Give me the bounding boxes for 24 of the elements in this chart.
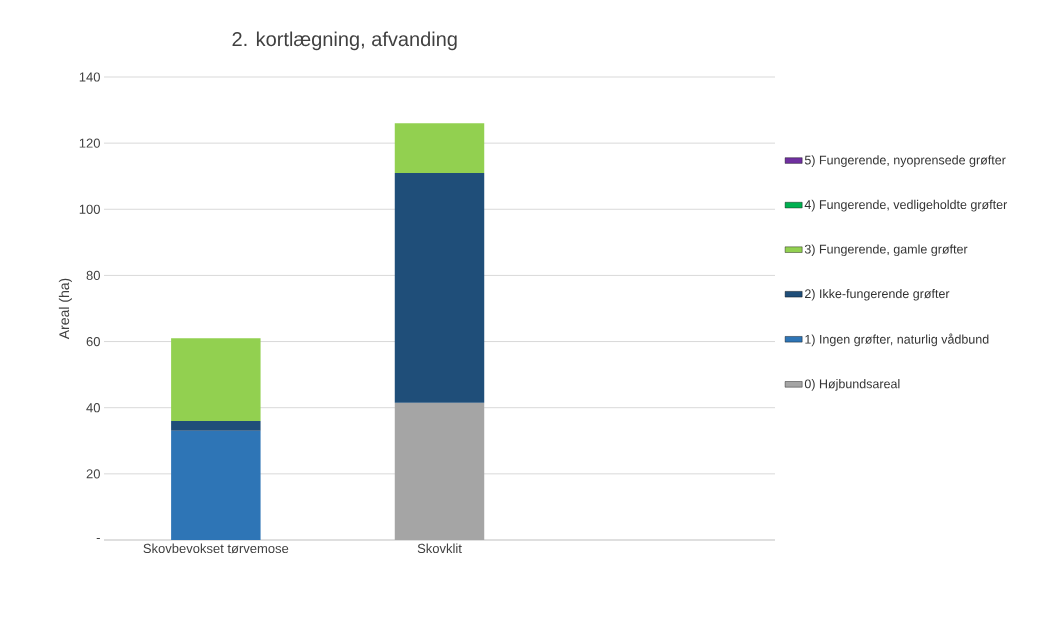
y-tick-label: 20 [86, 469, 100, 479]
x-tick-label: Skovbevokset tørvemose [143, 543, 289, 554]
bar [394, 402, 485, 540]
y-tick-label: - [96, 538, 100, 540]
bar [171, 430, 261, 540]
chart-title: 2. kortlægning, afvanding [232, 31, 457, 51]
legend-label: 0) Højbundsareal [804, 379, 900, 391]
bar [394, 123, 485, 173]
y-tick-label: 120 [79, 138, 100, 148]
y-tick-label: 100 [79, 204, 100, 214]
bar [394, 172, 485, 403]
legend-label: 1) Ingen grøfter, naturlig vådbund [805, 333, 989, 347]
legend-label: 2) Ikke-fungerende grøfter [805, 288, 950, 301]
y-tick-label: 40 [86, 403, 100, 413]
y-tick-label: 140 [79, 72, 100, 82]
legend-label: 4) Fungerende, vedligeholdte grøfter [804, 199, 1008, 212]
y-tick-label: 80 [86, 270, 100, 281]
legend-label: 5) Fungerende, nyoprensede grøfter [804, 155, 1006, 167]
y-axis-title: Areal (ha) [58, 278, 72, 340]
bar [171, 420, 261, 431]
bar [171, 338, 261, 421]
legend-label: 3) Fungerende, gamle grøfter [804, 244, 968, 257]
x-tick-label: Skovklit [417, 543, 462, 554]
y-tick-label: 60 [86, 336, 100, 347]
